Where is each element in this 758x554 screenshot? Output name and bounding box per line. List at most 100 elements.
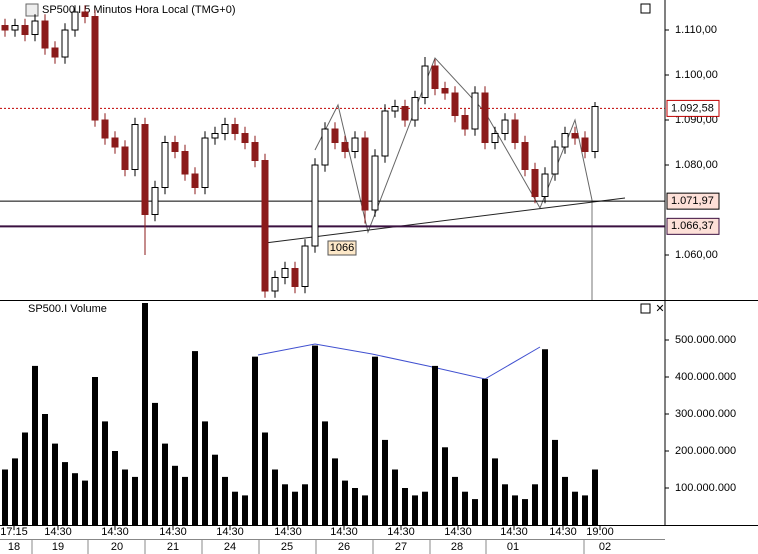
volume-bar — [412, 495, 418, 525]
candle-body — [361, 137, 369, 211]
candle-body — [281, 268, 289, 279]
candle-body — [111, 137, 119, 148]
candle-body — [171, 142, 179, 153]
candle-body — [161, 142, 169, 189]
candle-body — [541, 173, 549, 198]
volume-bar — [262, 432, 268, 525]
maximize-button[interactable] — [640, 303, 651, 314]
volume-bar — [222, 476, 228, 525]
candle-body — [521, 142, 529, 171]
volume-bar — [442, 447, 448, 525]
candle-body — [21, 25, 29, 36]
volume-bar — [152, 402, 158, 525]
level-label: 1.066,37 — [671, 220, 714, 232]
x-tick-label: 14:30 — [549, 526, 577, 538]
y-tick-label: 100.000.000 — [675, 482, 736, 494]
volume-bar — [592, 469, 598, 525]
volume-bar — [132, 476, 138, 525]
volume-bar — [112, 450, 118, 525]
annotation: 1066 — [330, 242, 354, 254]
volume-bar — [352, 487, 358, 525]
y-tick-label: 1.100,00 — [675, 69, 718, 81]
x-tick-label: 14:30 — [387, 526, 415, 538]
candle-body — [141, 124, 149, 216]
candle-body — [391, 106, 399, 112]
candle-body — [571, 133, 579, 139]
volume-trendline — [257, 343, 541, 380]
candle-body — [341, 142, 349, 153]
candle-body — [211, 133, 219, 139]
level-label: 1.071,97 — [671, 195, 714, 207]
volume-bar — [362, 495, 368, 525]
candle-body — [461, 115, 469, 130]
volume-bar — [552, 439, 558, 525]
candle-body — [531, 169, 539, 198]
volume-bar — [572, 491, 578, 525]
candle-body — [91, 16, 99, 121]
candle-body — [241, 133, 249, 144]
volume-bar — [32, 365, 38, 525]
volume-bar — [462, 491, 468, 525]
candle-body — [401, 106, 409, 121]
volume-bar — [332, 458, 338, 525]
volume-bar — [202, 421, 208, 525]
volume-bar — [272, 469, 278, 525]
candle-body — [431, 65, 439, 90]
candle-body — [371, 155, 379, 211]
y-tick-label: 1.060,00 — [675, 249, 718, 261]
volume-bar — [322, 421, 328, 525]
x-tick-label: 17:15 — [0, 526, 28, 538]
volume-bar — [162, 443, 168, 525]
volume-bar — [92, 376, 98, 525]
maximize-button[interactable] — [640, 3, 651, 14]
chart-title: SP500.I 5 Minutos Hora Local (TMG+0) — [42, 4, 236, 16]
volume-bar — [472, 499, 478, 525]
candle-body — [351, 137, 359, 153]
candle-body — [381, 110, 389, 157]
candle-body — [101, 119, 109, 139]
candle-body — [271, 277, 279, 292]
volume-bar — [72, 473, 78, 525]
candle-body — [31, 20, 39, 36]
trendline — [264, 197, 626, 244]
candle-body — [321, 128, 329, 166]
volume-bar — [422, 491, 428, 525]
annotation-box — [327, 240, 357, 256]
candle-body — [41, 20, 49, 49]
candle-body — [301, 245, 309, 288]
volume-bar — [562, 476, 568, 525]
candle-body — [11, 25, 19, 31]
y-tick-label: 1.080,00 — [675, 159, 718, 171]
candle-body — [491, 133, 499, 144]
volume-bar — [232, 491, 238, 525]
volume-bar — [12, 458, 18, 525]
volume-bar — [292, 491, 298, 525]
volume-bar — [282, 484, 288, 525]
level-label: 1.092,58 — [671, 102, 714, 114]
volume-bar — [382, 439, 388, 525]
volume-bar — [122, 469, 128, 525]
day-label: 24 — [224, 541, 236, 553]
candle-body — [81, 11, 89, 18]
candle-body — [561, 133, 569, 148]
volume-bar — [482, 378, 488, 525]
icon[interactable] — [25, 3, 39, 17]
candle-body — [261, 160, 269, 292]
y-tick-label: 300.000.000 — [675, 408, 736, 420]
candle-body — [191, 173, 199, 189]
volume-bar — [532, 484, 538, 525]
volume-bar — [172, 465, 178, 525]
volume-bar — [2, 469, 8, 525]
day-label: 25 — [281, 541, 293, 553]
volume-bar — [512, 495, 518, 525]
volume-bar — [142, 302, 148, 525]
trendline — [314, 57, 593, 234]
volume-bar — [52, 443, 58, 525]
volume-bar — [62, 462, 68, 525]
volume-bar — [402, 487, 408, 525]
candle-body — [221, 124, 229, 135]
volume-bar — [102, 421, 108, 525]
close-button[interactable]: ✕ — [655, 303, 664, 315]
